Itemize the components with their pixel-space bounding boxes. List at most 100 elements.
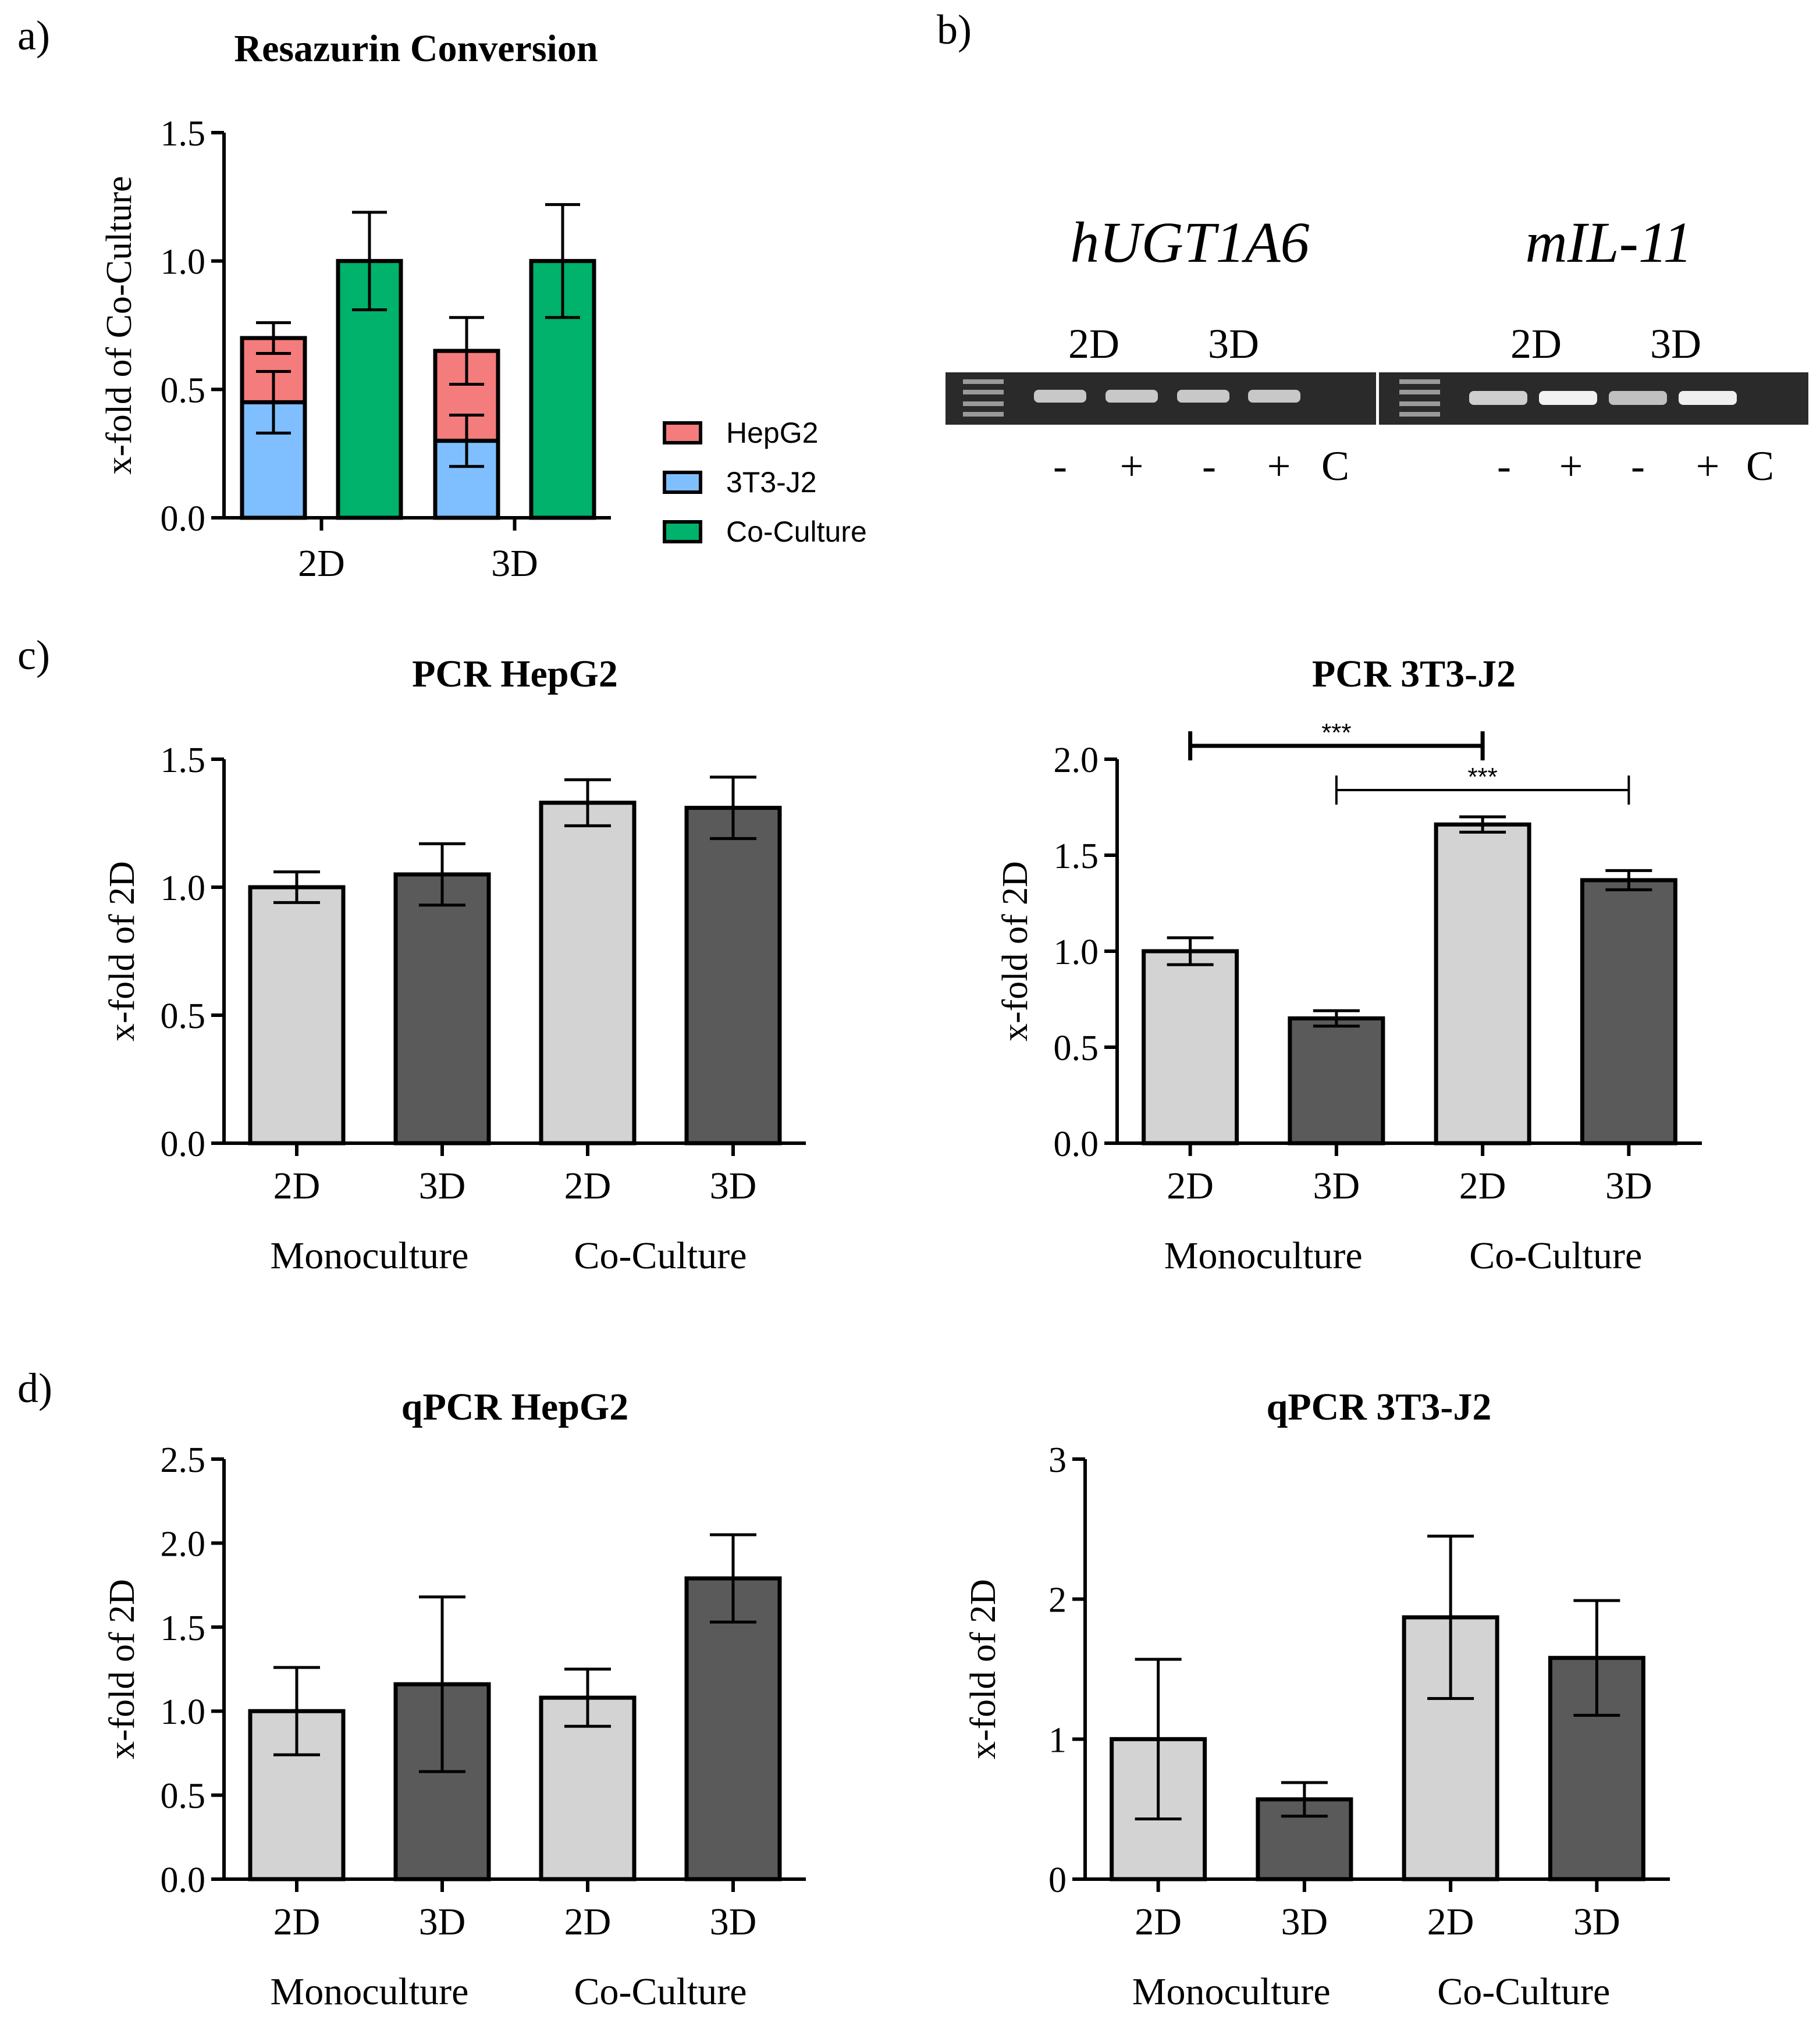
y-tick-label: 1.5 — [161, 741, 206, 780]
pcr-3t3-chart: PCR 3T3-J2 x-fold of 2D 0.0 0.5 1.0 1.5 2.0 2D 3… — [996, 653, 1702, 1277]
sample-band — [1609, 391, 1667, 405]
legend-label: HepG2 — [726, 417, 818, 449]
x-tick-label: 2D — [273, 1165, 321, 1207]
ladder-band — [963, 390, 1004, 394]
sample-band — [1679, 391, 1737, 405]
sample-band — [1248, 390, 1300, 403]
group-label: Monoculture — [1132, 1970, 1331, 2013]
gel-lane-label: + — [1559, 443, 1583, 489]
group-label: Monoculture — [1164, 1235, 1363, 1277]
panel-label-d: d) — [17, 1365, 52, 1411]
x-tick-label: 2D — [298, 542, 345, 585]
ladder-band — [1399, 412, 1440, 417]
x-tick-label: 3D — [1313, 1165, 1360, 1207]
gel-lane-label: C — [1321, 443, 1349, 489]
ladder-band — [963, 412, 1004, 417]
y-tick-label: 2.0 — [1054, 741, 1099, 780]
bar — [684, 806, 782, 1146]
x-tick-label: 2D — [1167, 1165, 1214, 1207]
gel-lane-label: - — [1497, 443, 1511, 489]
x-tick-label: 3D — [710, 1165, 757, 1207]
y-tick-label: 3 — [1048, 1440, 1067, 1480]
gel-image: hUGT1A6 mIL-11 2D 3D 2D 3D - + - + C - + - + C — [945, 210, 1808, 489]
ladder-band — [1399, 379, 1440, 384]
y-tick-label: 1.0 — [161, 1692, 206, 1732]
qpcr-hepg2-chart: qPCR HepG2 x-fold of 2D 0.0 0.5 1.0 1.5 2.0 2.5… — [102, 1386, 806, 2013]
y-axis-label: x-fold of 2D — [102, 861, 142, 1041]
qpcr-3t3-chart: qPCR 3T3-J2 x-fold of 2D 0 1 2 3 2D 3D 2D 3D Monoc… — [964, 1386, 1670, 2013]
sample-band — [1177, 390, 1229, 403]
y-axis-label: x-fold of 2D — [964, 1579, 1003, 1759]
gel-group-label: 3D — [1208, 321, 1259, 367]
y-tick-label: 0 — [1048, 1861, 1067, 1900]
x-tick-label: 3D — [710, 1901, 757, 1943]
significance-label: *** — [1321, 719, 1351, 747]
y-tick-label: 0.0 — [161, 1861, 206, 1900]
bar — [1580, 878, 1677, 1146]
group-label: Co-Culture — [1437, 1970, 1610, 2013]
gel-lane-label: C — [1746, 443, 1774, 489]
y-tick-label: 1.5 — [161, 1609, 206, 1648]
x-tick-label: 2D — [1427, 1901, 1474, 1943]
x-tick-label: 2D — [273, 1901, 321, 1943]
x-tick-label: 3D — [419, 1165, 466, 1207]
bar — [1288, 1016, 1385, 1146]
legend-label: Co-Culture — [726, 515, 867, 548]
pcr-hepg2-chart: PCR HepG2 x-fold of 2D 0.0 0.5 1.0 1.5 2D 3D 2D 3… — [102, 653, 806, 1277]
bar — [248, 885, 346, 1146]
sample-band — [1469, 391, 1527, 405]
gel-lane-label: + — [1696, 443, 1720, 489]
gel-group-label: 2D — [1068, 321, 1119, 367]
resazurin-chart: Resazurin Conversion x-fold of Co-Culture… — [99, 27, 867, 585]
y-axis-label: x-fold of Co-Culture — [99, 176, 139, 474]
legend-label: 3T3-J2 — [726, 466, 817, 499]
panel-label-c: c) — [17, 632, 50, 678]
y-axis-label: x-fold of 2D — [102, 1579, 142, 1759]
y-tick-label: 1.5 — [1054, 837, 1099, 876]
x-tick-label: 2D — [1135, 1901, 1182, 1943]
bar — [539, 801, 637, 1146]
legend-swatch — [663, 421, 702, 444]
y-tick-label: 0.5 — [161, 1777, 206, 1816]
ladder-band — [963, 401, 1004, 406]
legend-swatch — [663, 471, 702, 494]
group-label: Monoculture — [271, 1235, 469, 1277]
gene-label-hugt1a6: hUGT1A6 — [1070, 210, 1309, 275]
gel-group-label: 3D — [1650, 321, 1701, 367]
x-tick-label: 2D — [564, 1165, 612, 1207]
x-tick-label: 3D — [419, 1901, 466, 1943]
y-tick-label: 1.0 — [1054, 933, 1099, 972]
bar — [1142, 949, 1239, 1146]
y-tick-label: 1.0 — [161, 243, 206, 282]
chart-title: qPCR 3T3-J2 — [1267, 1386, 1492, 1428]
chart-title: PCR 3T3-J2 — [1312, 653, 1516, 695]
ladder-band — [1399, 390, 1440, 394]
y-tick-label: 1 — [1048, 1720, 1067, 1760]
legend-swatch — [663, 520, 702, 543]
ladder-band — [963, 379, 1004, 384]
gene-label-mil11: mIL-11 — [1525, 210, 1692, 275]
gel-lane-background — [945, 372, 1376, 425]
gel-lane-label: + — [1120, 443, 1144, 489]
y-tick-label: 0.0 — [1054, 1125, 1099, 1164]
y-tick-label: 0.5 — [161, 997, 206, 1036]
y-tick-label: 0.5 — [161, 371, 206, 410]
y-tick-label: 0.0 — [161, 1125, 206, 1164]
y-tick-label: 2 — [1048, 1581, 1067, 1620]
x-tick-label: 3D — [1281, 1901, 1328, 1943]
x-tick-label: 2D — [1459, 1165, 1506, 1207]
x-tick-label: 3D — [491, 542, 538, 585]
gel-lane-label: - — [1202, 443, 1216, 489]
y-axis-label: x-fold of 2D — [996, 861, 1035, 1041]
bar — [393, 872, 491, 1146]
group-label: Monoculture — [271, 1970, 469, 2013]
significance-label: *** — [1467, 763, 1497, 791]
y-tick-label: 2.0 — [161, 1524, 206, 1564]
bar — [1434, 822, 1531, 1146]
y-tick-label: 1.5 — [161, 114, 206, 154]
panel-label-b: b) — [937, 6, 972, 53]
y-tick-label: 0.0 — [161, 499, 206, 539]
x-tick-label: 2D — [564, 1901, 612, 1943]
bar — [684, 1576, 782, 1881]
gel-group-label: 2D — [1510, 321, 1562, 367]
